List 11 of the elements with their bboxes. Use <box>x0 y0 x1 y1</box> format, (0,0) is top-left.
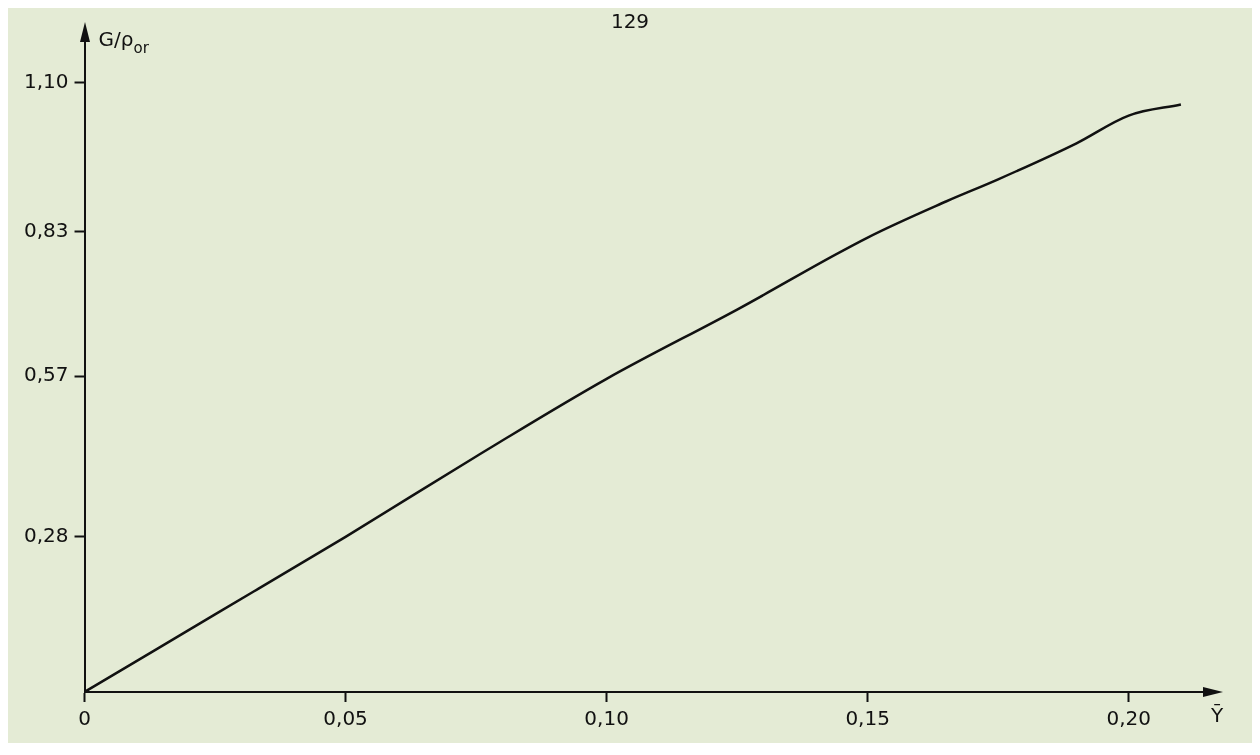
x-tick-label: 0,20 <box>1106 706 1151 731</box>
x-tick-label: 0 <box>78 706 91 731</box>
x-tick-label: 0,10 <box>584 706 629 731</box>
y-tick-label: 1,10 <box>24 68 69 93</box>
y-tick-label: 0,28 <box>24 523 69 548</box>
x-tick-label: 0,05 <box>323 706 368 731</box>
text: 129 <box>610 9 650 33</box>
y-tick-label: 0,83 <box>24 218 69 243</box>
x-axis-title: Ȳ <box>1210 703 1224 727</box>
x-tick-label: 0,15 <box>845 706 890 731</box>
y-tick-label: 0,57 <box>24 362 69 387</box>
